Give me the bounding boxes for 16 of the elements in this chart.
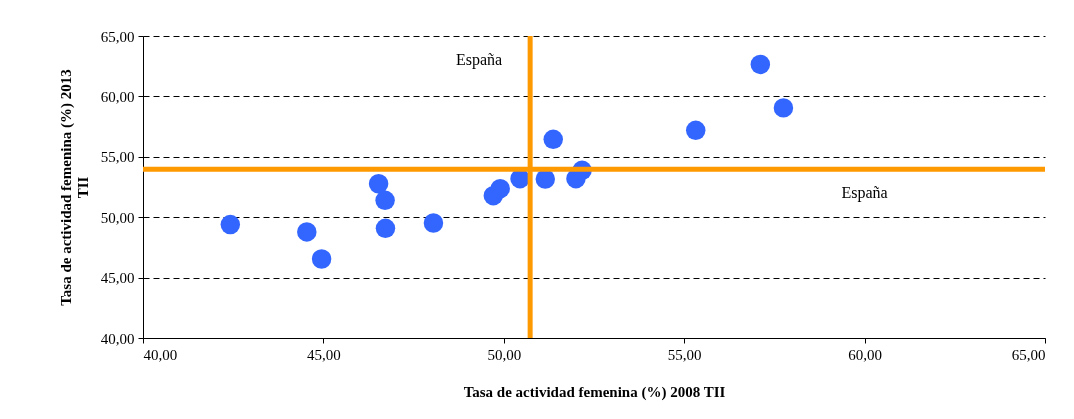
- x-tick-label: 65,00: [1011, 346, 1046, 363]
- y-axis-title: Tasa de actividad femenina (%) 2013 TII: [57, 69, 91, 306]
- ref-line-label: España: [455, 51, 503, 69]
- x-axis-title: Tasa de actividad femenina (%) 2008 TII: [463, 383, 726, 401]
- y-tick-label: 45,00: [100, 270, 135, 287]
- x-tick-label: 50,00: [487, 346, 522, 363]
- y-tick-label: 55,00: [100, 149, 135, 166]
- x-tick-label: 60,00: [848, 346, 882, 363]
- x-tick-label: 55,00: [667, 346, 702, 363]
- x-tick-label: 40,00: [143, 346, 178, 363]
- ref-line-label: España: [841, 184, 888, 203]
- y-tick-label: 60,00: [100, 88, 135, 105]
- x-tick-label: 45,00: [307, 346, 341, 363]
- y-tick-label: 40,00: [100, 330, 135, 347]
- y-tick-label: 50,00: [100, 209, 135, 226]
- y-tick-label: 65,00: [100, 28, 135, 45]
